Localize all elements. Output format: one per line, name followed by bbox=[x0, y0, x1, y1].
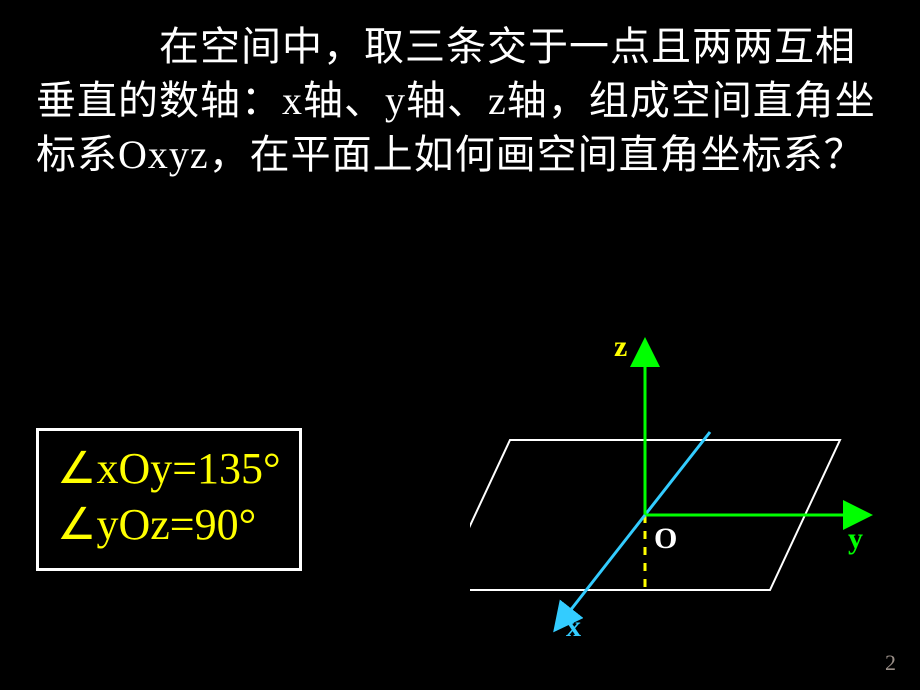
coordinate-diagram: z y x O bbox=[470, 330, 900, 650]
diagram-svg bbox=[470, 330, 900, 650]
origin-label: O bbox=[654, 522, 677, 556]
x-axis-back bbox=[645, 432, 710, 515]
y-axis-label: y bbox=[848, 522, 863, 556]
angle-line-1: ∠xOy=135° bbox=[57, 441, 281, 497]
page-number: 2 bbox=[885, 650, 896, 676]
slide: 在空间中，取三条交于一点且两两互相垂直的数轴：x轴、y轴、z轴，组成空间直角坐标… bbox=[0, 0, 920, 690]
paragraph-text: 在空间中，取三条交于一点且两两互相垂直的数轴：x轴、y轴、z轴，组成空间直角坐标… bbox=[36, 20, 884, 182]
x-axis-label: x bbox=[566, 610, 581, 644]
angle-line-2: ∠yOz=90° bbox=[57, 497, 281, 553]
angle-box: ∠xOy=135° ∠yOz=90° bbox=[36, 428, 302, 571]
z-axis-label: z bbox=[614, 330, 627, 364]
